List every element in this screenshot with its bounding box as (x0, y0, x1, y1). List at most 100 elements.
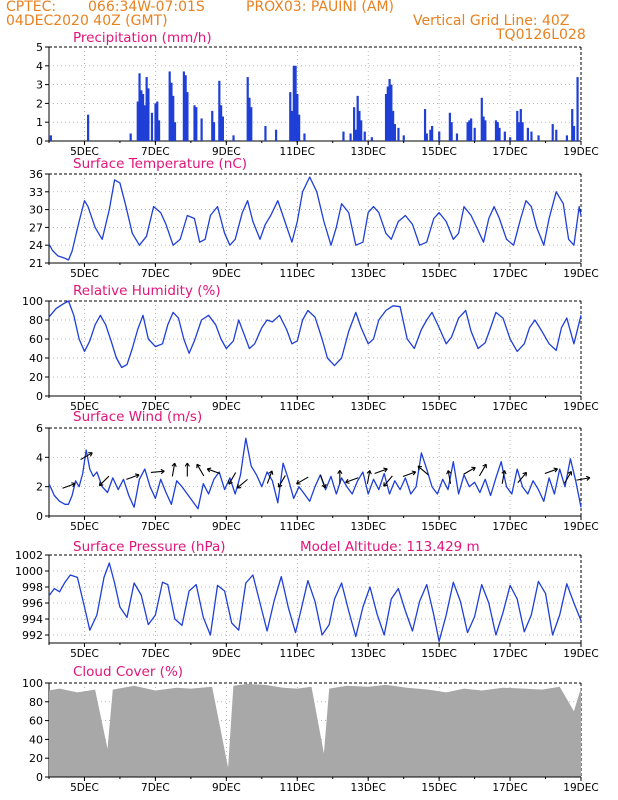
wind-arrow-head (296, 480, 299, 485)
precip-bar (274, 129, 278, 141)
precip-bar (517, 122, 521, 141)
panel-0: Precipitation (mm/h) 0 1 2 3 4 5 5DEC 7DEC 9DEC 11… (36, 30, 599, 158)
wind-arrow (80, 452, 93, 461)
x-tick-label: 15DEC (421, 782, 456, 794)
panel-4: Surface Pressure (hPa) Model Altitude: 11… (15, 539, 599, 660)
x-tick-label: 9DEC (212, 401, 241, 413)
precip-bar (397, 127, 400, 141)
wind-arrow (544, 467, 558, 475)
x-tick-label: 17DEC (492, 782, 527, 794)
wind-arrow-shaft (564, 471, 572, 484)
precip-bar (292, 65, 295, 141)
wind-arrow-head (417, 466, 420, 471)
wind-arrow-shaft (366, 470, 371, 484)
panel-title: Relative Humidity (%) (73, 283, 221, 299)
y-tick-label: 0 (36, 135, 43, 148)
precip-bar (425, 133, 428, 141)
precip-bar (450, 122, 453, 141)
precip-bar (212, 122, 216, 141)
precip-bar (551, 124, 554, 141)
header-code: TQ0126L028 (496, 27, 586, 43)
y-tick-label: 24 (29, 239, 43, 252)
precip-bar (388, 78, 391, 141)
precip-bar (193, 105, 196, 141)
header-source: CPTEC: (6, 0, 57, 15)
x-tick-label: 13DEC (350, 648, 385, 660)
precip-bar (496, 122, 499, 141)
wind-arrow (576, 475, 591, 481)
precip-bar (168, 71, 171, 141)
wind-arrow-head (174, 462, 177, 468)
panel-title: Cloud Cover (%) (73, 664, 183, 680)
precip-bar (157, 120, 161, 141)
y-tick-label: 80 (29, 314, 43, 327)
wind-arrow-head (186, 462, 190, 467)
panel-2: Relative Humidity (%) 0 20 40 60 80 100 5DEC 7DE… (22, 283, 599, 413)
precip-bar (349, 133, 352, 141)
wind-arrow (463, 466, 476, 475)
wind-arrow-shaft (171, 463, 176, 477)
x-tick-label: 13DEC (350, 521, 385, 533)
precip-bar (516, 110, 519, 141)
wind-arrow (62, 482, 76, 489)
precip-bar (530, 131, 533, 141)
precip-bar (572, 125, 576, 141)
x-tick-label: 9DEC (212, 648, 241, 660)
precip-bar (289, 92, 292, 141)
wind-arrow (228, 472, 237, 485)
wind-arrow-head (135, 473, 140, 476)
precip-bar (354, 129, 357, 141)
x-tick-label: 15DEC (421, 401, 456, 413)
wind-arrow-head (525, 472, 528, 477)
wind-arrow-shaft (98, 475, 110, 487)
wind-arrow-shaft (374, 468, 388, 475)
y-tick-label: 5 (36, 41, 43, 54)
cloud-cover-area (49, 683, 581, 777)
wind-arrow-shaft (150, 470, 165, 473)
header-location: PROX03: PAUINI (AM) (246, 0, 394, 15)
y-tick-label: 0 (36, 771, 43, 784)
x-tick-label: 5DEC (70, 521, 99, 533)
x-tick-label: 5DEC (70, 401, 99, 413)
x-tick-label: 19DEC (563, 268, 598, 280)
precip-bar (170, 82, 173, 141)
wind-arrow-head (411, 470, 416, 473)
wind-arrow-head (553, 467, 558, 470)
y-tick-label: 60 (29, 715, 43, 728)
y-tick-label: 992 (22, 629, 43, 642)
wind-arrow (236, 478, 248, 489)
x-tick-label: 9DEC (212, 146, 241, 158)
precip-bar (200, 118, 203, 141)
wind-arrow-head (196, 463, 201, 467)
wind-arrow (126, 473, 140, 480)
precip-bar (294, 65, 297, 141)
wind-arrow-head (324, 483, 327, 488)
series-line (48, 176, 582, 261)
x-tick-label: 17DEC (492, 521, 527, 533)
panel-subtitle: Model Altitude: 113.429 m (300, 539, 480, 555)
precip-bar (358, 110, 361, 141)
wind-arrow-head (412, 471, 417, 476)
wind-arrow-shaft (478, 463, 487, 477)
wind-arrow-head (345, 481, 350, 484)
precip-bar (429, 129, 432, 141)
precip-bar (470, 118, 473, 141)
y-tick-label: 2 (36, 97, 43, 110)
precip-bar (519, 109, 522, 141)
wind-arrow-shaft (62, 483, 76, 489)
x-tick-label: 17DEC (492, 401, 527, 413)
precip-bar (264, 125, 267, 141)
wind-arrow-head (160, 468, 165, 472)
precip-bar (386, 86, 389, 141)
x-tick-label: 7DEC (141, 782, 170, 794)
series-line (48, 437, 582, 510)
y-tick-label: 6 (36, 422, 43, 435)
wind-arrow (320, 474, 327, 489)
wind-arrow (337, 470, 343, 484)
wind-arrow-head (268, 470, 273, 474)
y-tick-label: 60 (29, 333, 43, 346)
x-tick-label: 13DEC (350, 782, 385, 794)
precip-bar (555, 129, 558, 141)
precip-bar (220, 105, 223, 141)
x-tick-label: 9DEC (212, 521, 241, 533)
